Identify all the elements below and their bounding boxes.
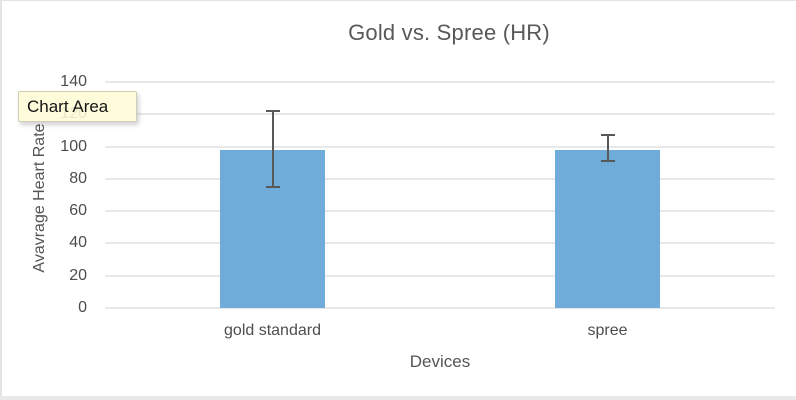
gridline-0 xyxy=(105,307,775,309)
error-bar-spree xyxy=(600,160,615,163)
y-tick-label-0: 0 xyxy=(78,299,87,316)
y-tick-label-80: 80 xyxy=(69,169,87,187)
gridline-140 xyxy=(105,81,775,83)
gridline-120 xyxy=(105,113,775,116)
error-bar-gold-standard xyxy=(265,185,280,188)
y-tick-label-20: 20 xyxy=(69,266,87,284)
y-tick-label-40: 40 xyxy=(69,234,87,252)
gridline-80 xyxy=(105,177,775,180)
bar-spree[interactable] xyxy=(555,149,660,308)
chart-title[interactable]: Gold vs. Spree (HR) xyxy=(348,20,550,45)
x-axis-title[interactable]: Devices xyxy=(409,352,471,371)
worksheet-left-border xyxy=(0,0,2,400)
error-bar-spree xyxy=(606,135,609,162)
error-bar-spree xyxy=(600,134,615,137)
gridline-40 xyxy=(105,242,775,245)
plot-area[interactable] xyxy=(105,81,775,309)
gridline-20 xyxy=(105,274,775,277)
y-tick-label-140: 140 xyxy=(60,73,87,90)
gridline-60 xyxy=(105,210,775,213)
y-tick-label-60: 60 xyxy=(69,202,87,220)
gridline-100 xyxy=(105,145,775,148)
y-tick-label-100: 100 xyxy=(60,137,87,155)
error-bar-gold-standard xyxy=(265,110,280,113)
x-category-label-gold-standard: gold standard xyxy=(224,322,321,339)
worksheet-bottom-edge xyxy=(0,396,796,400)
chart-area-tooltip: Chart Area xyxy=(18,91,137,122)
x-category-label-spree: spree xyxy=(587,322,628,339)
worksheet-top-border xyxy=(0,0,796,1)
error-bar-gold-standard xyxy=(271,111,274,187)
